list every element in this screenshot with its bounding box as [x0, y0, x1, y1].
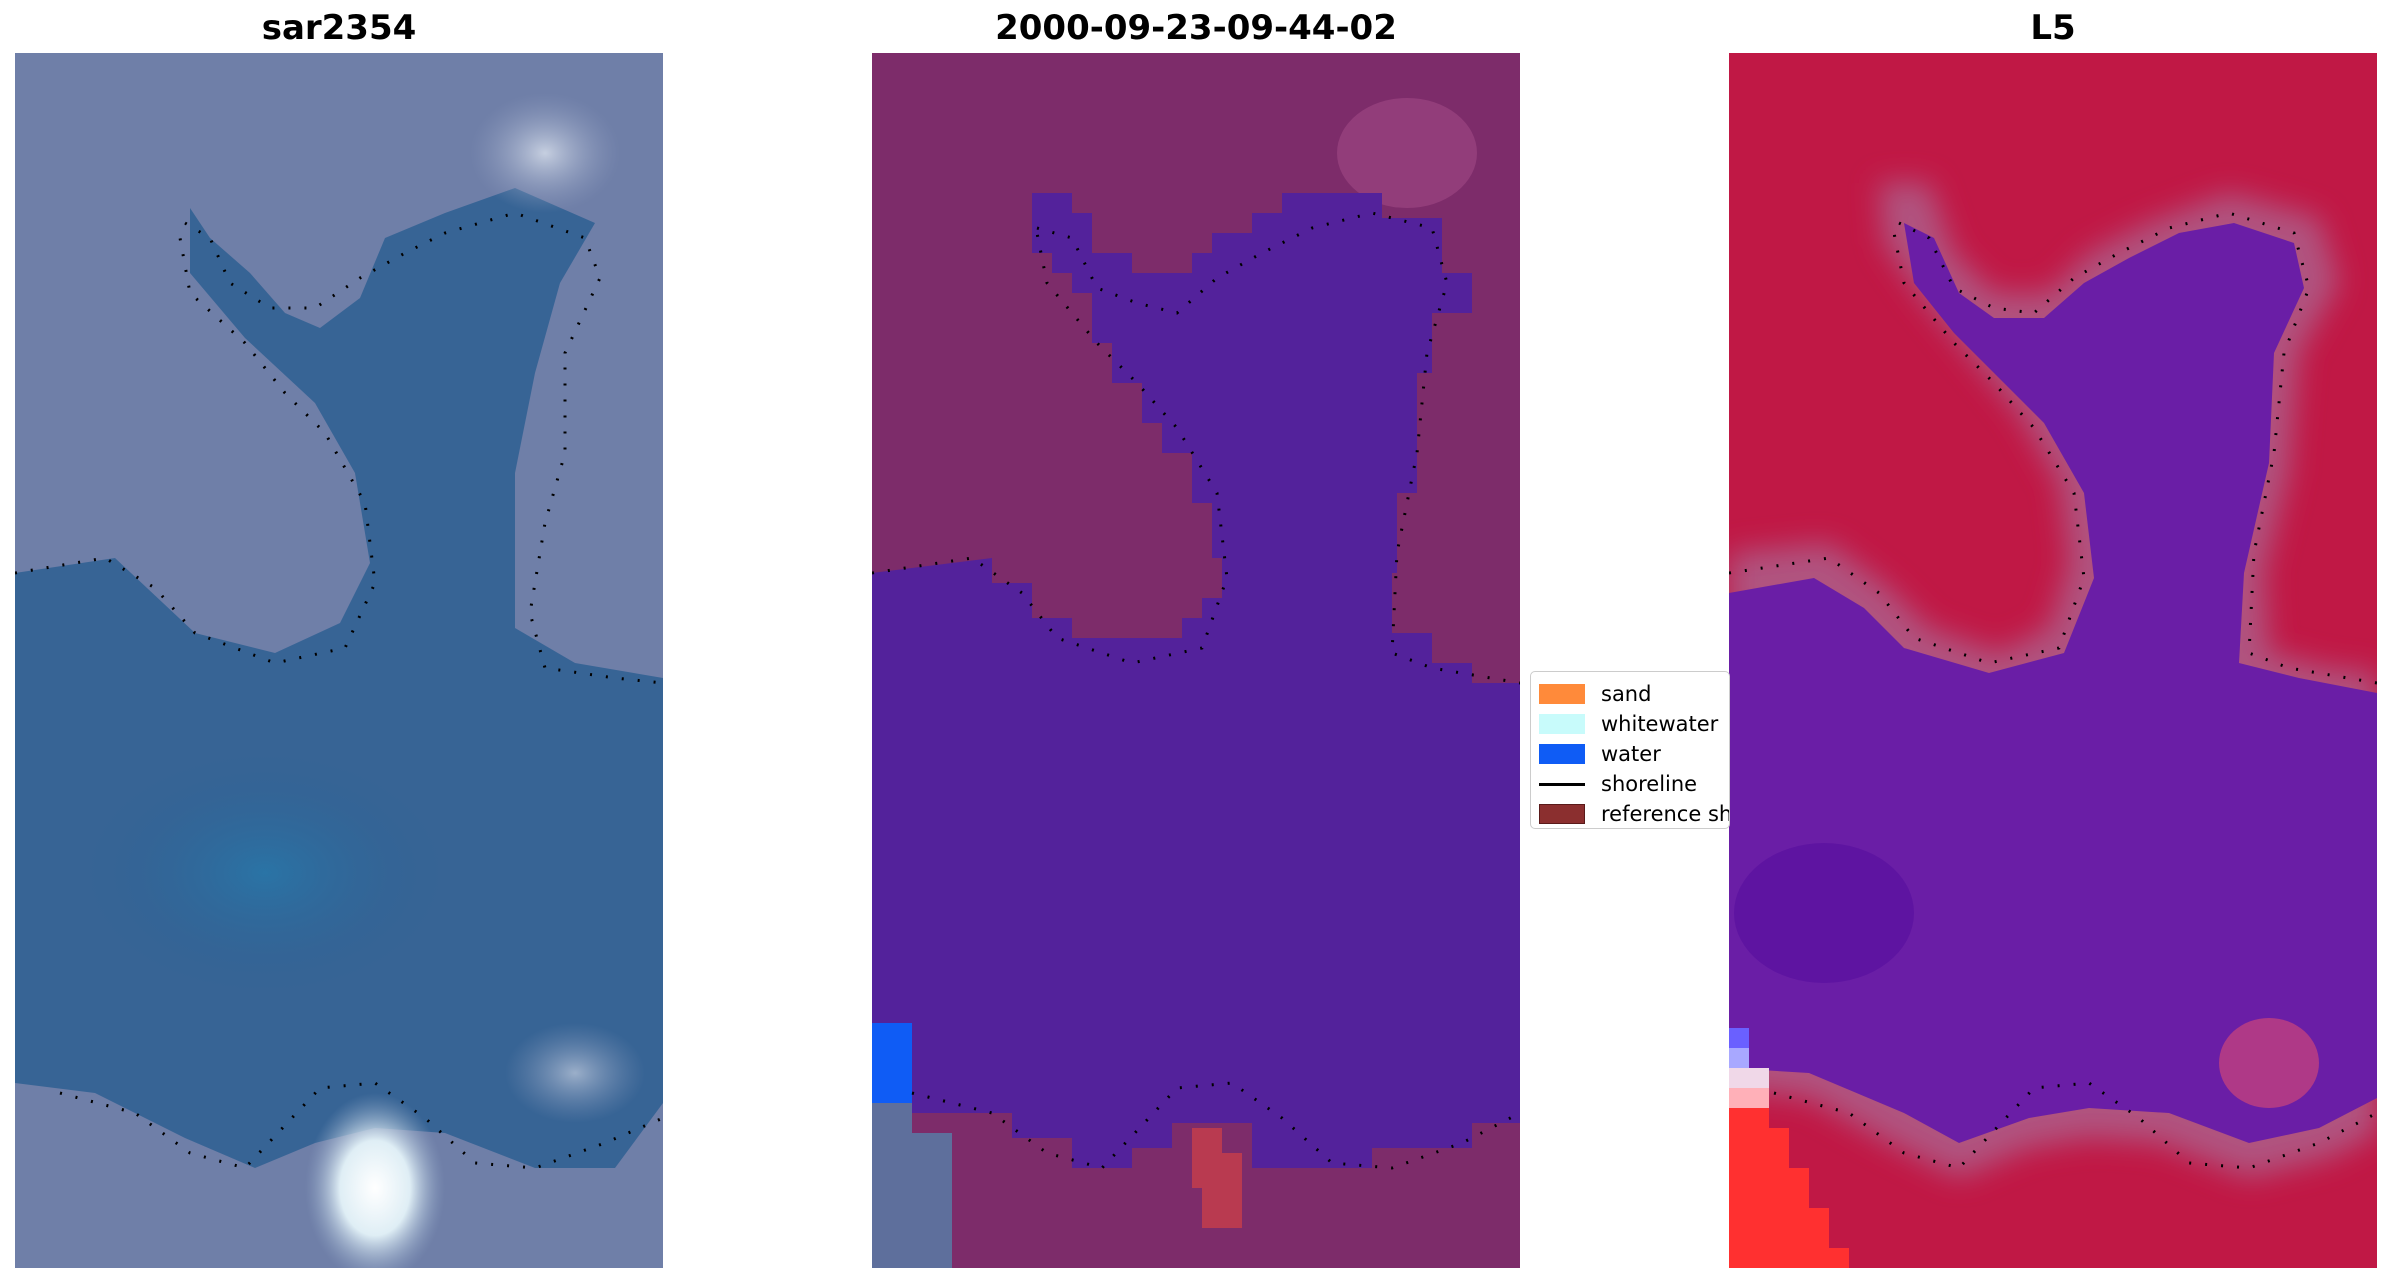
legend-label-water: water	[1601, 742, 1661, 766]
index-bright-patch	[2219, 1018, 2319, 1108]
classified-image	[872, 53, 1520, 1268]
index-image-svg	[1729, 53, 2377, 1268]
legend-item-water: water	[1539, 740, 1661, 768]
index-pixel-lightblue	[1729, 1048, 1749, 1068]
panel-title-index: L5	[2030, 8, 2076, 48]
rgb-whitewater-patch	[305, 1093, 445, 1268]
legend-item-reference-shoreline: reference shoreline	[1539, 800, 1730, 828]
classified-water-pixels	[872, 1023, 912, 1103]
rgb-shoreline-left	[15, 237, 377, 665]
rgb-bright-patch-top	[470, 93, 620, 213]
classified-reference-patch	[1192, 1128, 1242, 1228]
index-image	[1729, 53, 2377, 1268]
legend-swatch-sand	[1539, 684, 1585, 704]
classified-unclassified-pixels	[872, 1103, 952, 1268]
rgb-image	[15, 53, 663, 1268]
rgb-deep-water	[85, 753, 445, 993]
index-deep-water	[1734, 843, 1914, 983]
index-pixel-blue	[1729, 1028, 1749, 1048]
panel-title-classified: 2000-09-23-09-44-02	[995, 8, 1397, 48]
index-bright-red-pixels	[1729, 1108, 1849, 1268]
rgb-bright-patch-bottom	[505, 1023, 645, 1123]
legend-label-sand: sand	[1601, 682, 1652, 706]
legend-swatch-reference-shoreline	[1539, 804, 1585, 824]
legend-label-whitewater: whitewater	[1601, 712, 1719, 736]
panel-title-rgb: sar2354	[261, 8, 417, 48]
classified-water-region	[872, 193, 1520, 1168]
legend-swatch-whitewater	[1539, 714, 1585, 734]
legend-item-shoreline: shoreline	[1539, 770, 1697, 798]
legend-item-whitewater: whitewater	[1539, 710, 1718, 738]
legend-swatch-water	[1539, 744, 1585, 764]
legend: sand whitewater water shoreline referenc…	[1530, 671, 1730, 829]
legend-label-shoreline: shoreline	[1601, 772, 1698, 796]
legend-line-shoreline	[1539, 782, 1585, 786]
classified-bright-patch	[1337, 98, 1477, 208]
classified-image-svg	[872, 53, 1520, 1268]
index-pixel-white	[1729, 1068, 1769, 1088]
legend-label-reference-shoreline: reference shoreline	[1601, 802, 1730, 826]
legend-item-sand: sand	[1539, 680, 1651, 708]
rgb-image-svg	[15, 53, 663, 1268]
index-pixel-pink	[1729, 1088, 1769, 1108]
